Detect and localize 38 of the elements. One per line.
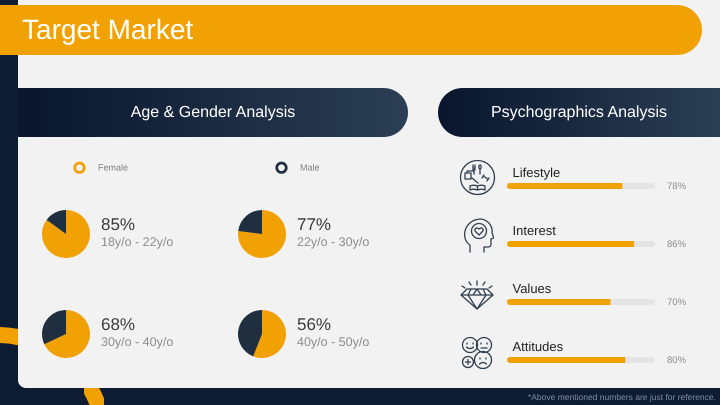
text: Age & Gender Analysis (130, 104, 296, 121)
pie-slice (42, 310, 66, 344)
data-label: 78% (667, 181, 687, 192)
text: 30y/o - 40y/o (101, 335, 174, 349)
y-tick-label: Lifestyle (512, 165, 560, 180)
pie-slice (44, 310, 90, 358)
bar (622, 183, 655, 189)
pie-slice (238, 210, 286, 258)
bar (610, 299, 655, 305)
bar (507, 241, 634, 247)
pie-slice (238, 310, 262, 356)
text: 22y/o - 30y/o (297, 235, 370, 249)
bar (625, 357, 655, 363)
y-tick-label: Values (512, 281, 552, 296)
bar (507, 357, 626, 363)
data-label: 68% (101, 315, 136, 334)
text: Target Market (22, 14, 194, 45)
y-tick-label: Attitudes (512, 339, 564, 354)
data-label: 86% (667, 239, 687, 250)
pie-slice (253, 310, 286, 358)
legend-label: Female (98, 162, 128, 173)
chart-title: Psychographics Analysis (490, 104, 668, 121)
text: 18y/o - 22y/o (101, 235, 174, 249)
y-tick-label: Interest (512, 223, 556, 238)
pie-slice (42, 210, 90, 258)
data-label: 77% (297, 215, 332, 234)
data-label: 70% (667, 297, 687, 308)
bar (507, 183, 622, 189)
bar (634, 241, 655, 247)
data-label: 80% (667, 355, 687, 366)
text: *Above mentioned numbers are just for reference. (528, 392, 716, 402)
pie-slice (238, 210, 262, 234)
pie-slice (46, 210, 66, 234)
data-label: 85% (101, 215, 136, 234)
bar (507, 299, 611, 305)
data-label: 56% (297, 315, 332, 334)
legend-label: Male (300, 162, 320, 173)
text: 40y/o - 50y/o (297, 335, 370, 349)
